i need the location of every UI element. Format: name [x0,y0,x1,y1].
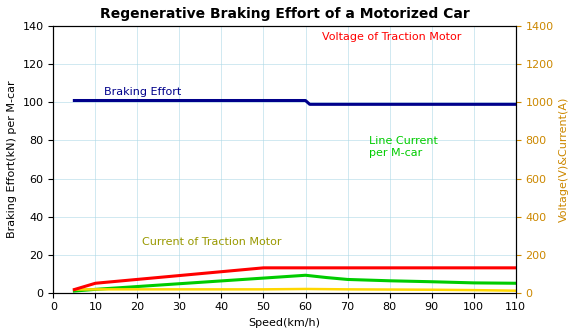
X-axis label: Speed(km/h): Speed(km/h) [248,318,320,328]
Text: Braking Effort: Braking Effort [104,87,181,97]
Text: Voltage of Traction Motor: Voltage of Traction Motor [323,31,462,42]
Text: Line Current
per M-car: Line Current per M-car [369,136,437,158]
Y-axis label: Voltage(V)&Current(A): Voltage(V)&Current(A) [559,97,569,222]
Y-axis label: Braking Effort(kN) per M-car: Braking Effort(kN) per M-car [7,81,17,238]
Title: Regenerative Braking Effort of a Motorized Car: Regenerative Braking Effort of a Motoriz… [100,7,469,21]
Text: Current of Traction Motor: Current of Traction Motor [142,237,281,247]
